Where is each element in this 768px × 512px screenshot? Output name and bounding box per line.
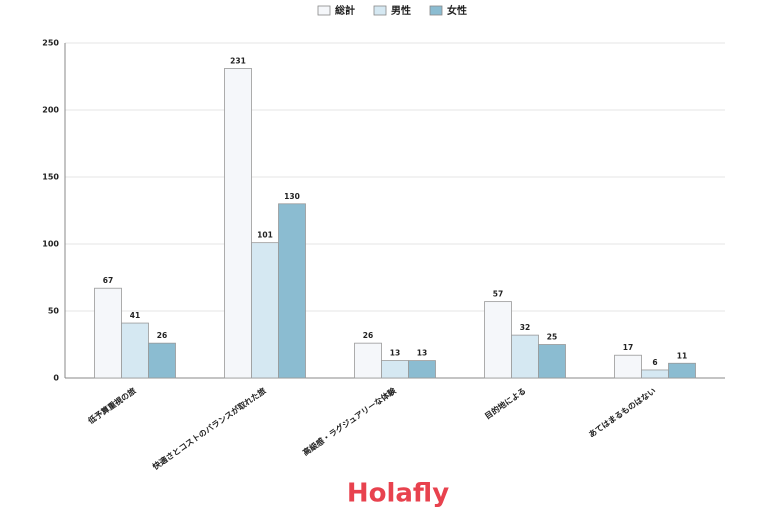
x-tick-label: 目的地による <box>483 385 528 421</box>
bar <box>94 287 122 379</box>
data-label: 13 <box>417 349 427 358</box>
data-label: 57 <box>493 290 503 299</box>
data-label: 25 <box>547 333 557 342</box>
data-label: 6 <box>652 358 657 367</box>
y-tick-label: 0 <box>53 374 59 383</box>
x-tick-label: 快適さとコストのバランスが取れた旅 <box>151 385 268 471</box>
data-label: 11 <box>677 351 687 360</box>
x-tick-label: 低予算重視の旅 <box>85 385 137 426</box>
legend-swatch <box>373 5 387 16</box>
data-label: 67 <box>103 276 113 285</box>
y-tick-label: 50 <box>48 307 60 316</box>
legend-swatch <box>317 5 331 16</box>
x-tick-label: 高級感・ラグジュアリーな体験 <box>301 385 399 458</box>
legend-label: 総計 <box>335 4 355 17</box>
bar <box>641 369 669 379</box>
bar <box>538 344 566 379</box>
y-tick-label: 150 <box>42 173 59 182</box>
data-label: 13 <box>390 349 400 358</box>
data-label: 101 <box>257 231 273 240</box>
bar <box>408 360 436 379</box>
bar <box>278 203 306 379</box>
logo: Holafly <box>347 479 449 509</box>
data-label: 17 <box>623 343 633 352</box>
bar <box>251 242 279 379</box>
bar <box>224 68 252 379</box>
bar <box>121 322 149 379</box>
data-label: 26 <box>157 331 167 340</box>
legend-label: 男性 <box>391 4 411 17</box>
bar <box>381 360 409 379</box>
data-label: 130 <box>284 192 300 201</box>
data-label: 26 <box>363 331 373 340</box>
x-tick-label: あてはまるものはない <box>587 386 657 439</box>
bar <box>614 354 642 379</box>
data-label: 32 <box>520 323 530 332</box>
bar <box>354 342 382 379</box>
legend-label: 女性 <box>447 4 467 17</box>
y-tick-label: 200 <box>42 106 59 115</box>
data-label: 41 <box>130 311 140 320</box>
bar <box>484 301 512 379</box>
legend-swatch <box>429 5 443 16</box>
bar <box>148 342 176 379</box>
data-label: 231 <box>230 56 246 65</box>
y-tick-label: 100 <box>42 240 59 249</box>
y-tick-label: 250 <box>42 39 59 48</box>
bar <box>511 334 539 379</box>
bar <box>668 362 696 379</box>
